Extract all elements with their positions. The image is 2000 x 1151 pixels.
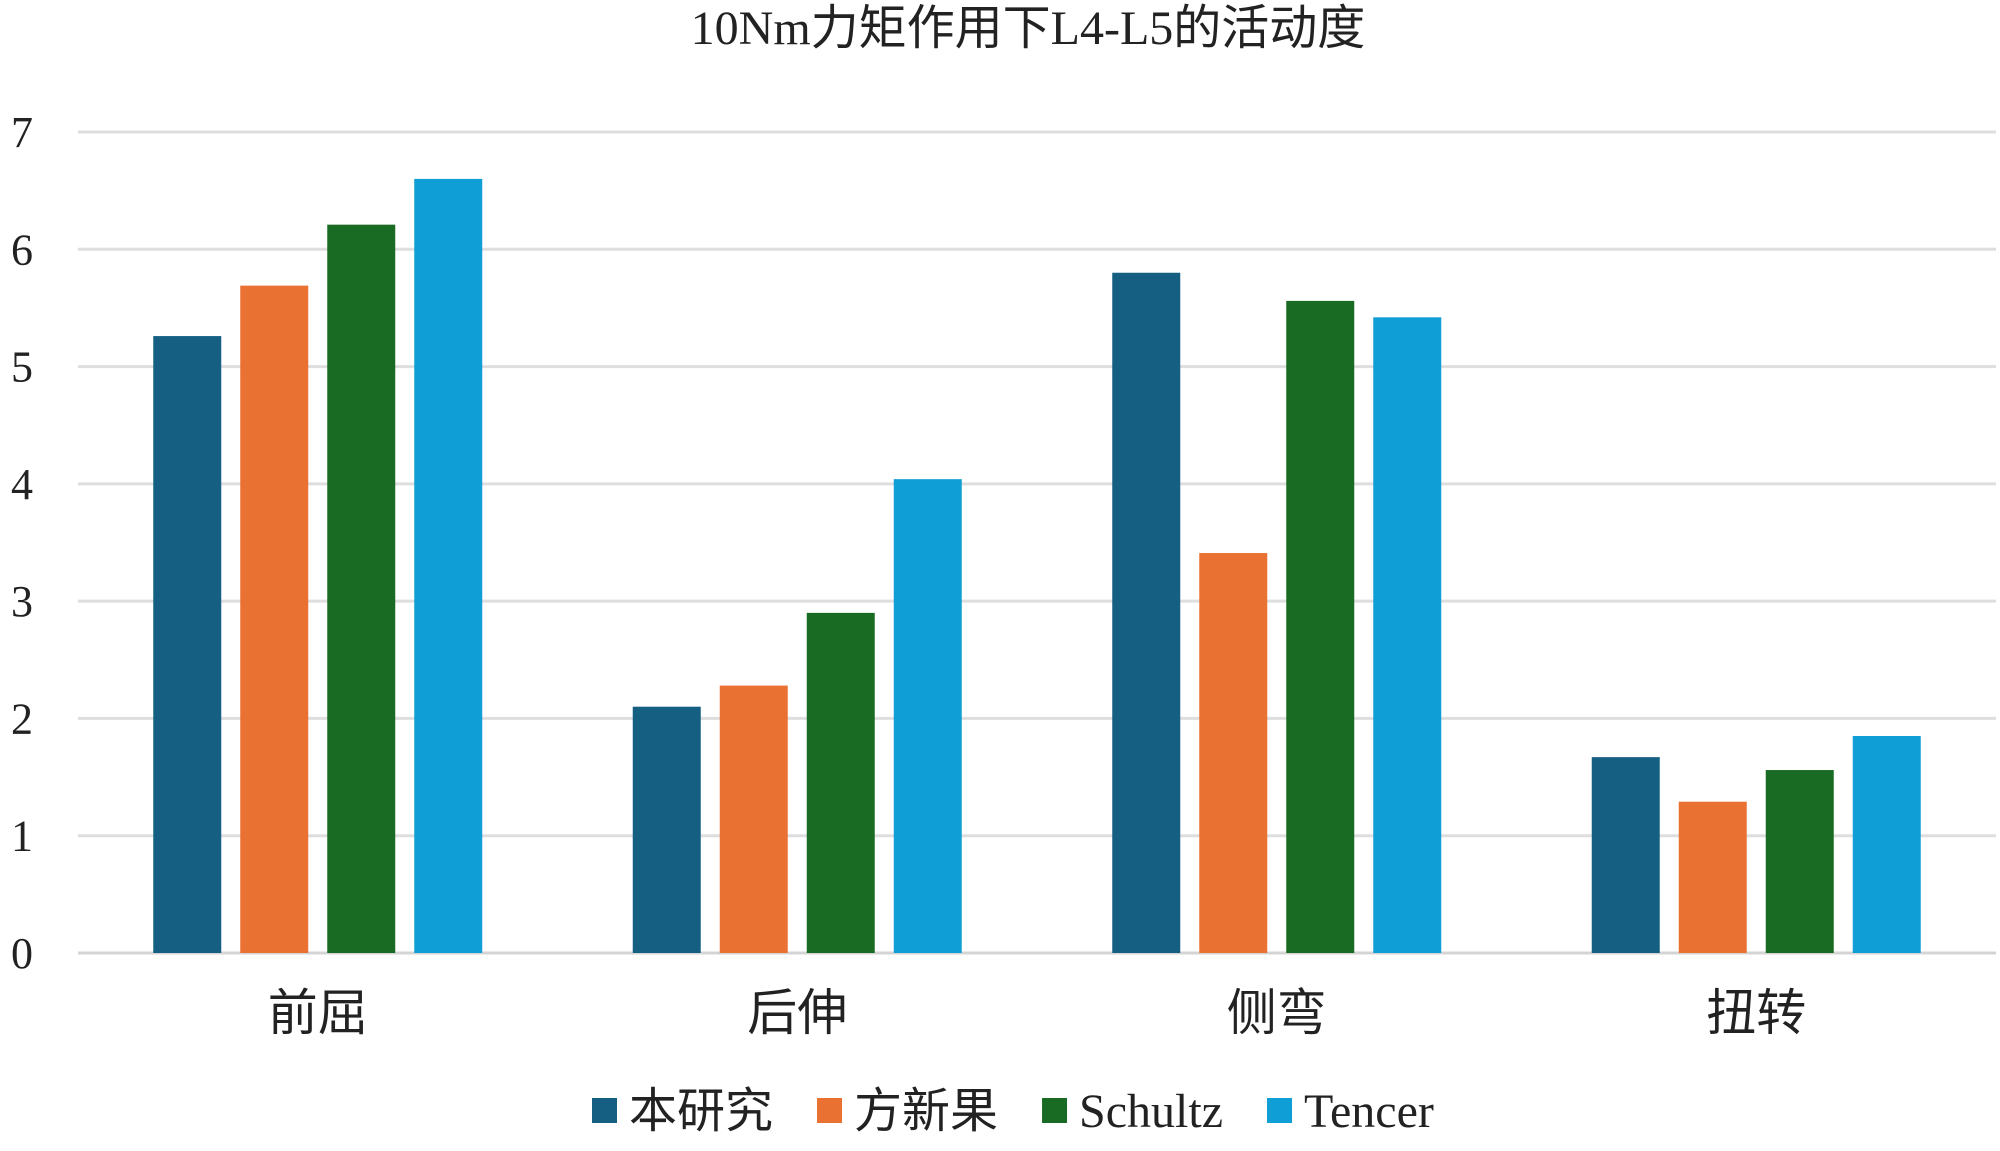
- bar-2-2: [719, 685, 788, 953]
- legend-swatch: [817, 1098, 843, 1123]
- legend: 本研究 方新果 Schultz Tencer: [592, 1085, 1434, 1138]
- y-tick-label: 3: [11, 577, 33, 626]
- y-tick-label: 2: [11, 694, 33, 743]
- bar-3-4: [1765, 770, 1834, 953]
- y-tick-label: 0: [11, 929, 33, 978]
- bar-2-1: [240, 285, 309, 953]
- legend-label: Tencer: [1304, 1085, 1434, 1138]
- legend-label: 方新果: [854, 1085, 998, 1138]
- y-tick-label: 6: [11, 225, 33, 274]
- bar-1-4: [1591, 757, 1660, 953]
- y-tick-label: 7: [11, 108, 33, 157]
- x-category-label: 后伸: [747, 985, 847, 1041]
- y-axis-ticks: 0 1 2 3 4 5 6 7: [11, 108, 33, 978]
- bar-4-3: [1373, 317, 1442, 954]
- bar-3-2: [806, 612, 875, 953]
- bar-4-2: [893, 479, 962, 953]
- y-tick-label: 1: [11, 812, 33, 861]
- legend-label: Schultz: [1079, 1085, 1223, 1138]
- bar-4-1: [414, 178, 483, 953]
- bar-4-4: [1852, 736, 1921, 953]
- bar-3-3: [1286, 300, 1355, 953]
- x-category-label: 扭转: [1706, 985, 1806, 1041]
- bar-3-1: [327, 224, 396, 954]
- legend-swatch: [1267, 1098, 1293, 1123]
- bar-2-3: [1199, 553, 1268, 953]
- y-tick-label: 4: [11, 460, 33, 509]
- legend-label: 本研究: [629, 1085, 773, 1138]
- legend-swatch: [1042, 1098, 1068, 1123]
- y-tick-label: 5: [11, 343, 33, 392]
- bar-2-4: [1678, 801, 1747, 953]
- x-category-label: 前屈: [268, 985, 368, 1041]
- bars: [153, 178, 1921, 954]
- bar-1-2: [632, 706, 701, 953]
- bar-1-1: [153, 336, 222, 953]
- gridlines: [78, 130, 1996, 955]
- x-category-label: 侧弯: [1227, 985, 1327, 1041]
- legend-swatch: [592, 1098, 617, 1123]
- bar-1-3: [1112, 272, 1181, 953]
- chart-title: 10Nm力矩作用下L4-L5的活动度: [691, 2, 1366, 55]
- x-axis-categories: 前屈 后伸 侧弯 扭转: [268, 985, 1807, 1041]
